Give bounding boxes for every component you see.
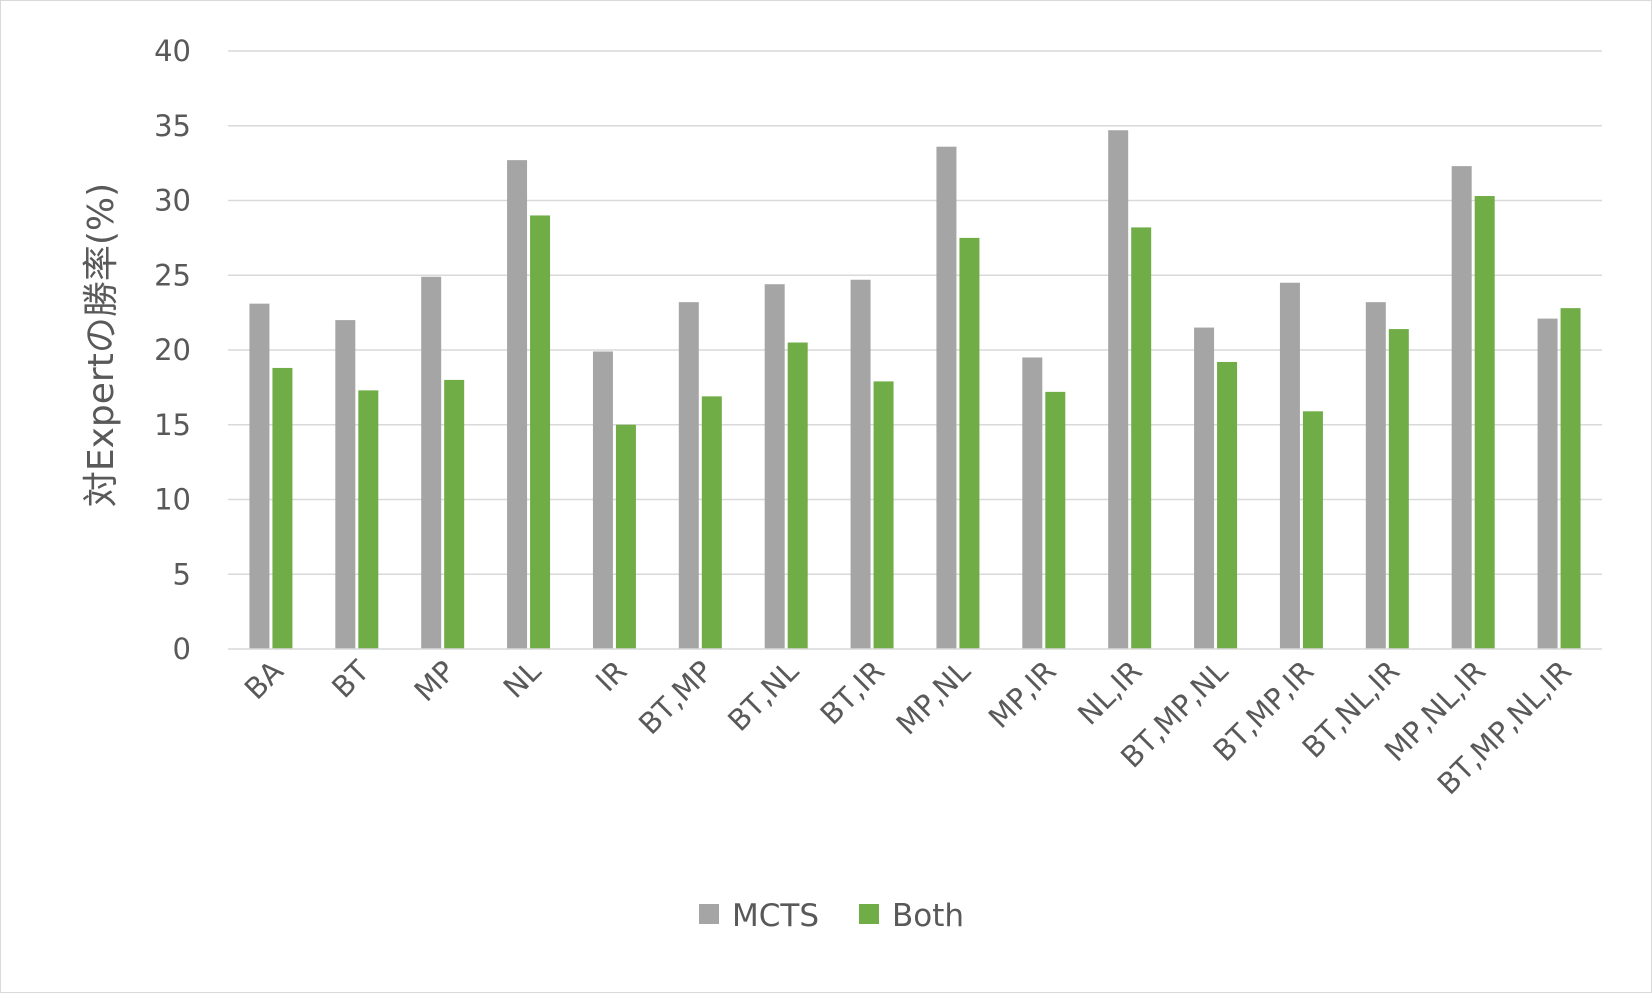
bar-both-bt-mp bbox=[701, 396, 722, 649]
legend: MCTS Both bbox=[699, 898, 964, 934]
bar-both-nl-ir bbox=[1131, 227, 1152, 649]
x-tick-label: NL,IR bbox=[1071, 654, 1149, 732]
y-tick-label: 25 bbox=[154, 258, 191, 292]
x-tick-label: BT bbox=[325, 654, 376, 705]
y-tick-label: 10 bbox=[154, 483, 191, 517]
bars bbox=[249, 130, 1581, 650]
bar-both-bt-nl bbox=[787, 342, 808, 649]
bar-both-mp-ir bbox=[1045, 391, 1066, 649]
x-tick-label: IR bbox=[589, 654, 633, 698]
bar-both-bt-mp-ir bbox=[1302, 411, 1323, 649]
x-tick-label: MP bbox=[408, 654, 462, 708]
y-tick-label: 30 bbox=[154, 184, 191, 218]
bar-both-mp bbox=[444, 379, 465, 649]
bar-both-bt-nl-ir bbox=[1388, 329, 1409, 649]
y-axis-tick-labels: 0 5 10 15 20 25 30 35 40 bbox=[154, 34, 191, 666]
bar-mcts-mp-nl bbox=[936, 146, 957, 649]
bar-mcts-nl-ir bbox=[1108, 130, 1129, 650]
bar-mcts-ir bbox=[592, 351, 613, 649]
bar-both-bt-mp-nl bbox=[1217, 361, 1238, 649]
x-tick-label: BT,MP bbox=[632, 654, 719, 741]
y-axis-title: 対Expertの勝率(%) bbox=[81, 183, 122, 507]
bar-both-mp-nl bbox=[959, 237, 980, 649]
x-tick-label: NL bbox=[497, 654, 548, 705]
legend-swatch-both bbox=[859, 904, 879, 924]
legend-label-mcts: MCTS bbox=[732, 898, 819, 934]
y-tick-label: 40 bbox=[154, 34, 191, 68]
bar-mcts-bt-nl-ir bbox=[1365, 302, 1386, 649]
bar-mcts-ba bbox=[249, 303, 270, 649]
y-tick-label: 0 bbox=[173, 632, 191, 666]
legend-swatch-mcts bbox=[699, 904, 719, 924]
legend-label-both: Both bbox=[892, 898, 964, 934]
bar-both-ir bbox=[615, 424, 636, 649]
y-tick-label: 15 bbox=[154, 408, 191, 442]
bar-mcts-bt-mp-nl bbox=[1194, 327, 1215, 649]
y-tick-label: 20 bbox=[154, 333, 191, 367]
bar-mcts-nl bbox=[507, 160, 528, 649]
bar-both-bt-mp-nl-ir bbox=[1560, 308, 1581, 649]
x-tick-label: MP,IR bbox=[982, 654, 1063, 735]
x-tick-label: MP,NL bbox=[890, 654, 977, 741]
bar-mcts-bt-mp-nl-ir bbox=[1537, 318, 1558, 649]
x-tick-label: BA bbox=[238, 654, 290, 706]
x-tick-label: BT,NL bbox=[721, 654, 805, 738]
bar-mcts-bt-mp bbox=[678, 302, 699, 649]
bar-mcts-mp-ir bbox=[1022, 357, 1043, 649]
bar-mcts-bt-nl bbox=[764, 284, 785, 649]
y-tick-label: 5 bbox=[173, 557, 191, 591]
bar-mcts-mp-nl-ir bbox=[1451, 166, 1472, 650]
bar-mcts-mp bbox=[421, 276, 442, 649]
y-tick-label: 35 bbox=[154, 109, 191, 143]
bar-both-ba bbox=[272, 367, 293, 649]
bar-mcts-bt-mp-ir bbox=[1279, 282, 1300, 649]
bar-both-bt bbox=[358, 390, 379, 649]
bar-both-bt-ir bbox=[873, 381, 894, 649]
bar-mcts-bt-ir bbox=[850, 279, 871, 649]
bar-both-mp-nl-ir bbox=[1474, 196, 1495, 649]
bar-both-nl bbox=[530, 215, 551, 649]
bar-mcts-bt bbox=[335, 320, 356, 649]
x-tick-label: BT,IR bbox=[814, 654, 891, 731]
